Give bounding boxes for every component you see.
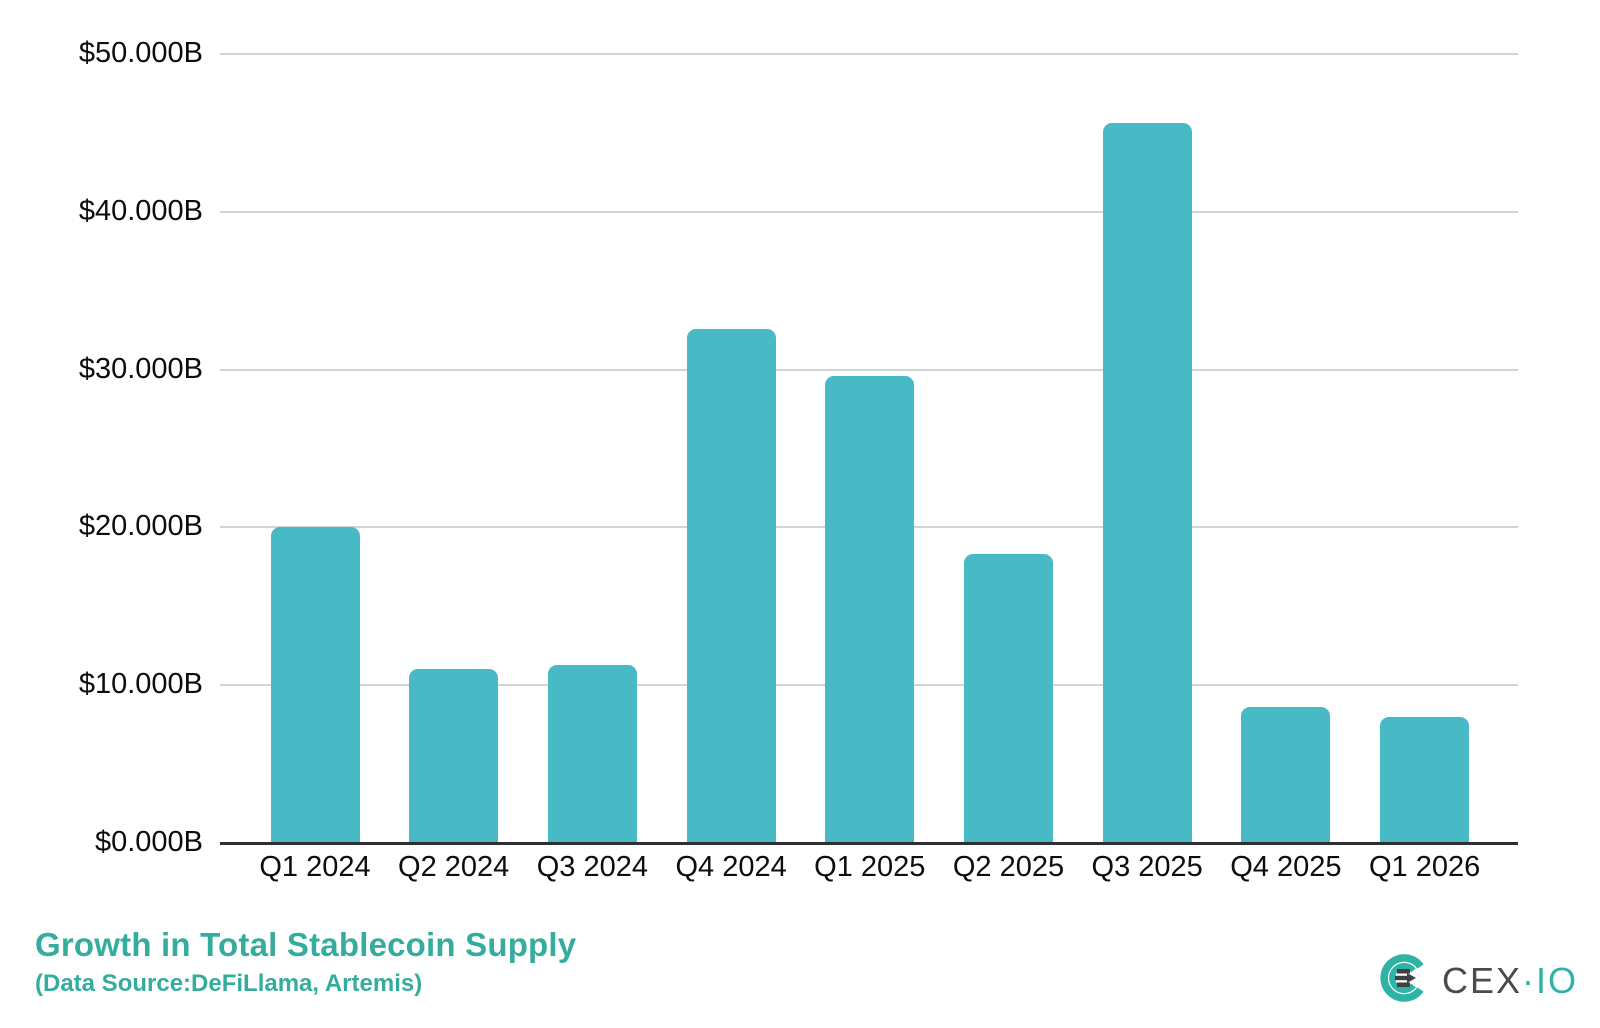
- x-axis-tick-label: Q4 2024: [675, 851, 787, 883]
- gridline: [220, 53, 1518, 55]
- x-axis-tick-label: Q1 2026: [1368, 851, 1481, 883]
- plot-area: [220, 53, 1518, 845]
- cexio-logo-text: CEX ·IO: [1441, 959, 1578, 1001]
- y-axis-tick-label: $40.000B: [78, 194, 203, 227]
- bar-q2-2024: [409, 669, 499, 843]
- chart-title-block: Growth in Total Stablecoin Supply (Data …: [35, 926, 576, 998]
- y-axis-tick-label: $50.000B: [78, 37, 203, 69]
- chart-subtitle: (Data Source:DeFiLlama, Artemis): [35, 970, 423, 997]
- logo-text-io: ·IO: [1522, 959, 1578, 1001]
- y-axis-tick-label: $0.000B: [94, 826, 203, 858]
- bar-q1-2025: [825, 375, 915, 843]
- x-axis-tick-label: Q3 2024: [536, 851, 649, 883]
- brand-logo: CEX ·IO: [1378, 952, 1578, 1009]
- y-axis-tick-label: $10.000B: [78, 668, 203, 701]
- gridline: [220, 368, 1518, 371]
- bar-q4-2025: [1241, 707, 1331, 843]
- x-axis-tick-label: Q1 2025: [814, 851, 926, 883]
- gridline: [220, 210, 1518, 213]
- bar-q3-2025: [1102, 123, 1192, 843]
- logo-text-cex: CEX: [1441, 959, 1522, 1001]
- y-axis-tick-label: $30.000B: [78, 352, 203, 385]
- y-axis-tick-label: $20.000B: [78, 510, 203, 543]
- chart-title: Growth in Total Stablecoin Supply: [35, 926, 577, 963]
- bar-q2-2025: [964, 554, 1053, 843]
- x-axis-tick-label: Q1 2024: [259, 851, 371, 883]
- x-axis-tick-label: Q4 2025: [1230, 851, 1342, 883]
- cexio-logo-icon: [1378, 952, 1430, 1009]
- x-axis-tick-label: Q2 2024: [398, 851, 510, 883]
- bar-q3-2024: [547, 664, 637, 843]
- bar-q4-2024: [686, 328, 776, 843]
- bar-q1-2026: [1380, 716, 1470, 843]
- x-axis-tick-label: Q2 2025: [952, 851, 1065, 883]
- x-axis-tick-label: Q3 2025: [1091, 851, 1203, 883]
- x-axis-line: [220, 842, 1518, 845]
- bar-q1-2024: [270, 527, 360, 843]
